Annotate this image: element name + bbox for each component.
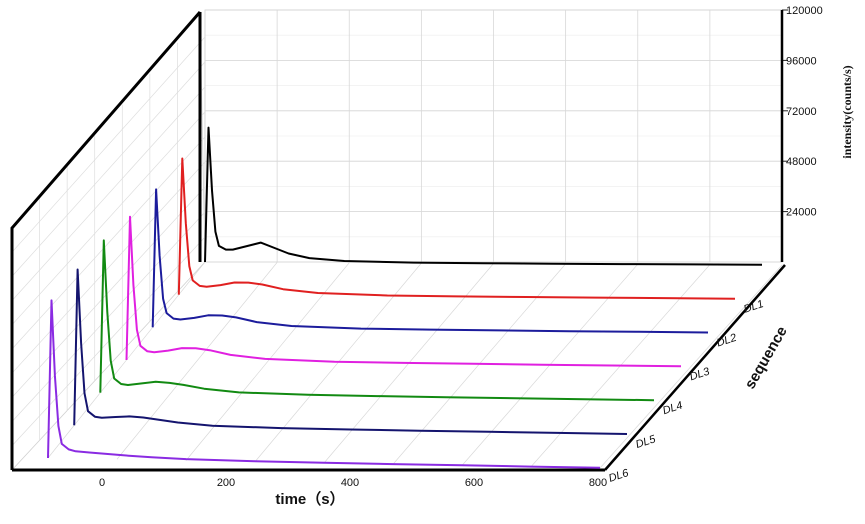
sequence-axis-label: sequence <box>741 324 790 392</box>
y-tick-label: 24000 <box>786 207 817 219</box>
series-line <box>151 188 709 334</box>
side-grid-line <box>11 186 206 398</box>
y-tick-label: 48000 <box>786 156 817 168</box>
y-tick-label: 120000 <box>786 5 823 17</box>
side-wall <box>11 10 206 472</box>
x-tick-label: 800 <box>589 477 607 489</box>
sequence-label: DL3 <box>688 365 712 383</box>
x-tick-label: 200 <box>217 477 235 489</box>
side-grid-line <box>11 111 206 326</box>
series-line <box>73 268 628 435</box>
series-line <box>47 299 601 469</box>
sequence-label: DL4 <box>661 400 684 418</box>
side-grid-line <box>11 61 206 277</box>
chart-series-group <box>47 126 763 469</box>
sequence-label: DL5 <box>634 433 658 451</box>
chart-frame <box>10 10 786 472</box>
series-line <box>177 157 736 300</box>
series-line <box>204 126 763 266</box>
frame-right-edge <box>604 264 786 471</box>
chart-grid <box>11 9 788 472</box>
y-tick-label: 72000 <box>786 106 817 118</box>
sequence-label: DL1 <box>742 298 765 316</box>
sequence-label: DL2 <box>715 332 738 350</box>
x-tick-label: 600 <box>465 477 483 489</box>
y-axis-label: intensity(counts/s) <box>840 65 854 158</box>
sequence-label: DL6 <box>607 467 631 485</box>
x-tick-label: 400 <box>341 477 359 489</box>
y-tick-label: 96000 <box>786 55 817 67</box>
floor-grid-line <box>116 262 278 460</box>
side-grid-line <box>11 161 206 374</box>
side-grid-line <box>11 36 206 253</box>
series-line <box>125 215 682 368</box>
side-grid-line <box>11 136 206 350</box>
series-line <box>99 239 655 402</box>
floor-grid-line <box>599 264 783 469</box>
frame-left-edge <box>10 11 202 470</box>
floor-grid-line <box>185 262 350 461</box>
x-axis-label: time（s） <box>275 490 344 508</box>
side-grid-line <box>11 86 206 301</box>
x-tick-label: 0 <box>99 477 105 489</box>
